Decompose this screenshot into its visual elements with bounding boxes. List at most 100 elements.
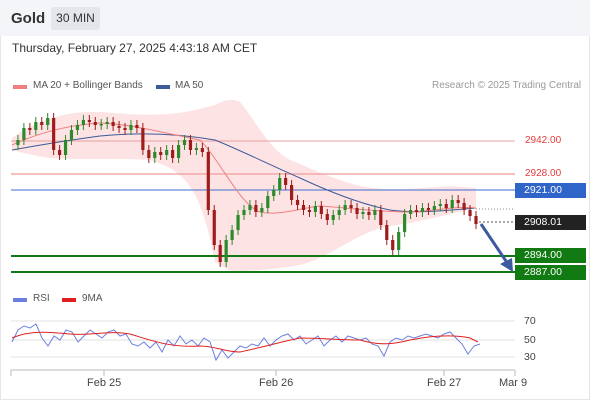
x-label-feb26: Feb 26: [259, 377, 294, 389]
x-label-feb27: Feb 27: [427, 377, 462, 389]
candle-body: [248, 205, 252, 210]
candle-body: [28, 128, 32, 130]
candle-body: [319, 206, 323, 214]
candle-body: [141, 128, 145, 150]
candle-body: [462, 203, 466, 210]
rsi-tick-30: 30: [524, 351, 536, 363]
rsi-9ma-line: [11, 331, 479, 353]
ma50-line: [11, 133, 477, 213]
candle-body: [129, 125, 133, 130]
candle-body: [159, 152, 163, 155]
candle-body: [272, 190, 276, 196]
pivot-2921-label: 2921.00: [515, 183, 586, 198]
candle-body: [52, 118, 56, 150]
candle-body: [99, 124, 103, 126]
candle-body: [165, 150, 169, 155]
candle-body: [295, 200, 300, 205]
candle-body: [206, 152, 210, 210]
candle-body: [313, 206, 317, 212]
ma50-swatch: [156, 85, 170, 89]
candle-body: [242, 210, 246, 215]
support-2894-label: 2894.00: [515, 248, 586, 263]
candle-body: [57, 150, 62, 155]
candle-body: [343, 205, 347, 210]
candle-body: [236, 215, 240, 230]
projection-arrow-shaft: [479, 223, 510, 265]
last-price-label: 2908.01: [515, 215, 586, 230]
rsi-ma-swatch: [62, 298, 76, 302]
candle-body: [254, 205, 258, 212]
candle-body: [218, 245, 222, 262]
timeframe-button[interactable]: 30 MIN: [51, 7, 100, 30]
candle-body: [284, 178, 288, 185]
candle-body: [117, 126, 121, 128]
ma50-legend-label: MA 50: [175, 80, 204, 91]
candle-body: [153, 152, 157, 158]
candle-body: [337, 210, 341, 215]
resistance-2928-label: 2928.00: [525, 168, 562, 179]
candle-body: [200, 148, 204, 152]
candle-body: [361, 212, 365, 214]
candle-body: [278, 178, 282, 190]
instrument-title: Gold: [11, 10, 46, 27]
candle-body: [194, 148, 199, 150]
candle-body: [355, 208, 359, 214]
ma20-legend-label: MA 20 + Bollinger Bands: [33, 80, 143, 91]
candle-body: [69, 130, 74, 140]
candle-body: [403, 214, 407, 232]
candle-body: [81, 120, 85, 125]
candle-body: [456, 200, 460, 203]
candle-body: [75, 125, 80, 130]
candle-body: [22, 128, 26, 140]
candlesticks: [16, 113, 478, 267]
x-label-mar9: Mar 9: [499, 377, 528, 389]
candle-body: [414, 210, 419, 212]
candle-body: [438, 204, 442, 206]
bollinger-band: [12, 99, 476, 271]
credit-text: Research © 2025 Trading Central: [432, 80, 582, 91]
candle-body: [331, 215, 335, 220]
candle-body: [426, 208, 431, 210]
candle-body: [367, 212, 371, 215]
candle-body: [230, 230, 234, 240]
candle-body: [379, 210, 383, 225]
candle-body: [212, 210, 216, 245]
candle-body: [224, 240, 228, 262]
candle-body: [468, 210, 472, 216]
candle-body: [266, 196, 270, 208]
rsi-tick-50: 50: [524, 334, 536, 346]
candle-body: [46, 118, 50, 125]
candle-body: [444, 204, 448, 208]
candle-body: [182, 140, 187, 145]
candle-body: [420, 208, 425, 212]
candle-body: [105, 122, 109, 124]
candle-body: [474, 216, 478, 224]
candle-body: [63, 140, 68, 155]
candle-body: [307, 210, 312, 212]
timestamp: Thursday, February 27, 2025 4:43:18 AM C…: [12, 41, 258, 55]
candle-body: [408, 210, 413, 214]
projection-arrow-head: [500, 258, 513, 272]
candle-body: [301, 205, 306, 210]
candle-body: [397, 232, 401, 250]
support-2887-label: 2887.00: [515, 265, 586, 280]
candle-body: [450, 200, 454, 208]
candle-body: [325, 214, 329, 220]
candle-body: [349, 205, 353, 208]
header-bar: Gold 30 MIN: [0, 0, 590, 36]
rsi-ma-legend-label: 9MA: [82, 293, 103, 304]
resistance-2942-label: 2942.00: [525, 135, 562, 146]
candle-body: [432, 206, 436, 210]
candle-body: [391, 240, 395, 250]
candle-body: [385, 225, 389, 240]
rsi-line: [11, 323, 481, 362]
candle-body: [289, 185, 294, 200]
candle-body: [123, 128, 127, 130]
rsi-swatch: [13, 298, 27, 302]
candle-body: [260, 208, 264, 212]
candle-body: [16, 140, 20, 145]
candle-body: [40, 122, 44, 125]
candle-body: [147, 150, 151, 158]
